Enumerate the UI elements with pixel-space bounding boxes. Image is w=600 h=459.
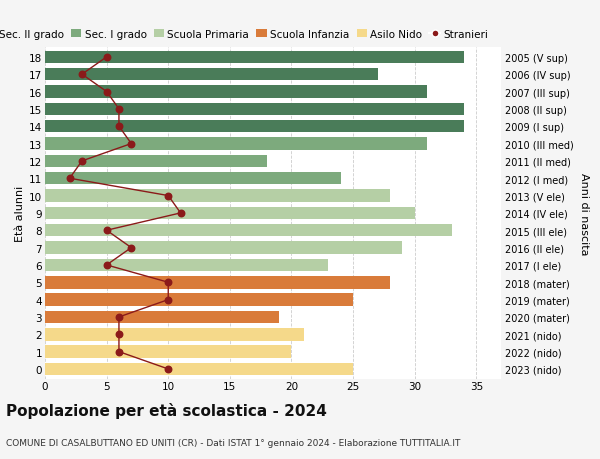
Point [163,296,173,303]
Bar [45,294,353,306]
Bar [45,207,415,220]
Point [114,331,124,338]
Point [65,175,74,183]
Bar [45,259,328,272]
Bar [45,86,427,99]
Point [102,89,112,96]
Point [102,262,112,269]
Text: COMUNE DI CASALBUTTANO ED UNITI (CR) - Dati ISTAT 1° gennaio 2024 - Elaborazione: COMUNE DI CASALBUTTANO ED UNITI (CR) - D… [6,438,460,447]
Bar [45,190,390,202]
Bar [45,224,452,237]
Point [114,123,124,131]
Y-axis label: Anni di nascita: Anni di nascita [580,172,589,255]
Point [102,227,112,235]
Bar [45,363,353,375]
Point [77,158,87,165]
Point [127,140,136,148]
Y-axis label: Età alunni: Età alunni [15,185,25,241]
Point [114,348,124,356]
Point [77,71,87,78]
Bar [45,242,403,254]
Bar [45,173,341,185]
Text: Popolazione per età scolastica - 2024: Popolazione per età scolastica - 2024 [6,403,327,419]
Bar [45,346,292,358]
Point [163,279,173,286]
Bar [45,155,267,168]
Bar [45,121,464,133]
Bar [45,51,464,64]
Point [114,106,124,113]
Bar [45,103,464,116]
Bar [45,328,304,341]
Bar [45,276,390,289]
Point [127,244,136,252]
Legend: Sec. II grado, Sec. I grado, Scuola Primaria, Scuola Infanzia, Asilo Nido, Stran: Sec. II grado, Sec. I grado, Scuola Prim… [0,30,488,39]
Bar [45,69,378,81]
Point [163,365,173,373]
Point [176,210,185,217]
Point [102,54,112,62]
Point [114,313,124,321]
Bar [45,311,279,324]
Point [163,192,173,200]
Bar [45,138,427,151]
